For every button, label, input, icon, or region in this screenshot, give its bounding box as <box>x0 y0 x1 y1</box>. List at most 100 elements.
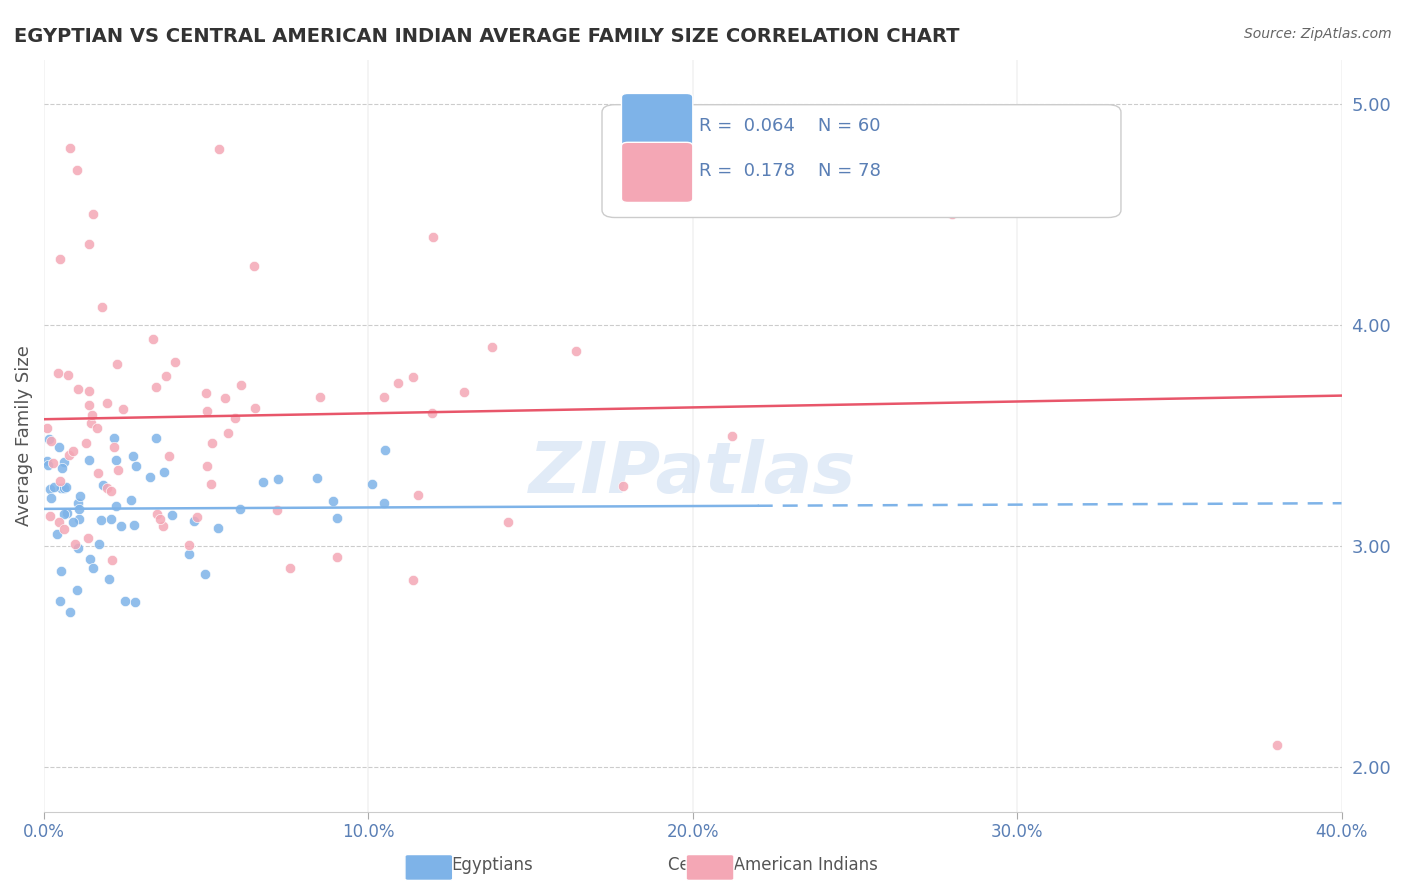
Point <box>125 458 148 473</box>
FancyBboxPatch shape <box>602 104 1121 218</box>
Point <box>66 541 89 555</box>
Point <box>105 499 128 513</box>
Point <box>195 459 218 474</box>
Point <box>48 440 70 454</box>
Point <box>186 510 208 524</box>
Point <box>77 398 100 412</box>
Point <box>90 513 112 527</box>
Point <box>51 461 73 475</box>
Point <box>402 573 425 587</box>
Text: ZIPatlas: ZIPatlas <box>529 439 856 508</box>
Point <box>307 471 329 485</box>
Text: R =  0.178    N = 78: R = 0.178 N = 78 <box>699 161 882 180</box>
Point <box>217 426 239 441</box>
Point <box>152 519 174 533</box>
Point <box>194 567 217 582</box>
Text: Central American Indians: Central American Indians <box>668 856 879 874</box>
Point <box>322 494 344 508</box>
Point <box>208 142 231 156</box>
Point <box>124 595 146 609</box>
Point <box>373 496 395 510</box>
Point <box>612 479 634 493</box>
Point <box>39 434 62 448</box>
Point <box>155 369 177 384</box>
Point <box>374 442 396 457</box>
Point <box>747 186 769 200</box>
Point <box>80 416 103 430</box>
Point <box>59 141 82 155</box>
Point <box>39 482 62 496</box>
Point <box>112 402 135 417</box>
Point <box>195 385 218 400</box>
Point <box>87 467 110 481</box>
Point <box>145 431 167 445</box>
Point <box>63 537 86 551</box>
Point <box>387 376 409 390</box>
Point <box>91 301 114 315</box>
Point <box>107 357 129 371</box>
Point <box>245 401 267 415</box>
Point <box>37 420 59 434</box>
Point <box>565 343 588 358</box>
Point <box>100 484 122 499</box>
Point <box>77 384 100 398</box>
Point <box>103 440 125 454</box>
Point <box>229 377 252 392</box>
Point <box>266 503 288 517</box>
Point <box>56 506 79 520</box>
Point <box>721 429 744 443</box>
Point <box>165 355 187 369</box>
Text: R =  0.064    N = 60: R = 0.064 N = 60 <box>699 117 880 135</box>
Point <box>96 482 118 496</box>
Point <box>52 455 75 469</box>
Point <box>361 477 384 491</box>
Point <box>373 390 395 404</box>
Point <box>86 421 108 435</box>
Point <box>59 606 82 620</box>
Point <box>62 444 84 458</box>
Point <box>252 475 274 489</box>
Point <box>48 366 70 380</box>
Point <box>37 454 59 468</box>
Point <box>214 391 236 405</box>
Point <box>139 470 162 484</box>
Point <box>1265 738 1288 752</box>
Point <box>103 431 125 445</box>
Point <box>69 502 91 516</box>
Point <box>157 449 180 463</box>
Point <box>104 453 127 467</box>
Point <box>100 512 122 526</box>
Point <box>149 512 172 526</box>
Point <box>278 560 301 574</box>
Point <box>420 406 443 420</box>
Point <box>941 207 963 221</box>
Point <box>100 553 122 567</box>
Point <box>110 519 132 533</box>
Point <box>481 340 503 354</box>
Point <box>122 449 145 463</box>
Point <box>75 436 97 450</box>
Point <box>49 474 72 488</box>
Point <box>93 478 115 492</box>
Point <box>98 572 121 586</box>
FancyBboxPatch shape <box>621 143 693 202</box>
Point <box>39 508 62 523</box>
Point <box>49 594 72 608</box>
Point <box>114 594 136 608</box>
Point <box>195 404 218 418</box>
Point <box>77 453 100 467</box>
Point <box>146 507 169 521</box>
Point <box>120 492 142 507</box>
Point <box>69 490 91 504</box>
Point <box>145 380 167 394</box>
Point <box>162 508 184 522</box>
Point <box>79 551 101 566</box>
Y-axis label: Average Family Size: Average Family Size <box>15 345 32 526</box>
Point <box>42 480 65 494</box>
Point <box>82 207 104 221</box>
Point <box>52 481 75 495</box>
Point <box>142 332 165 346</box>
Point <box>82 561 104 575</box>
Point <box>49 565 72 579</box>
Point <box>498 515 520 529</box>
